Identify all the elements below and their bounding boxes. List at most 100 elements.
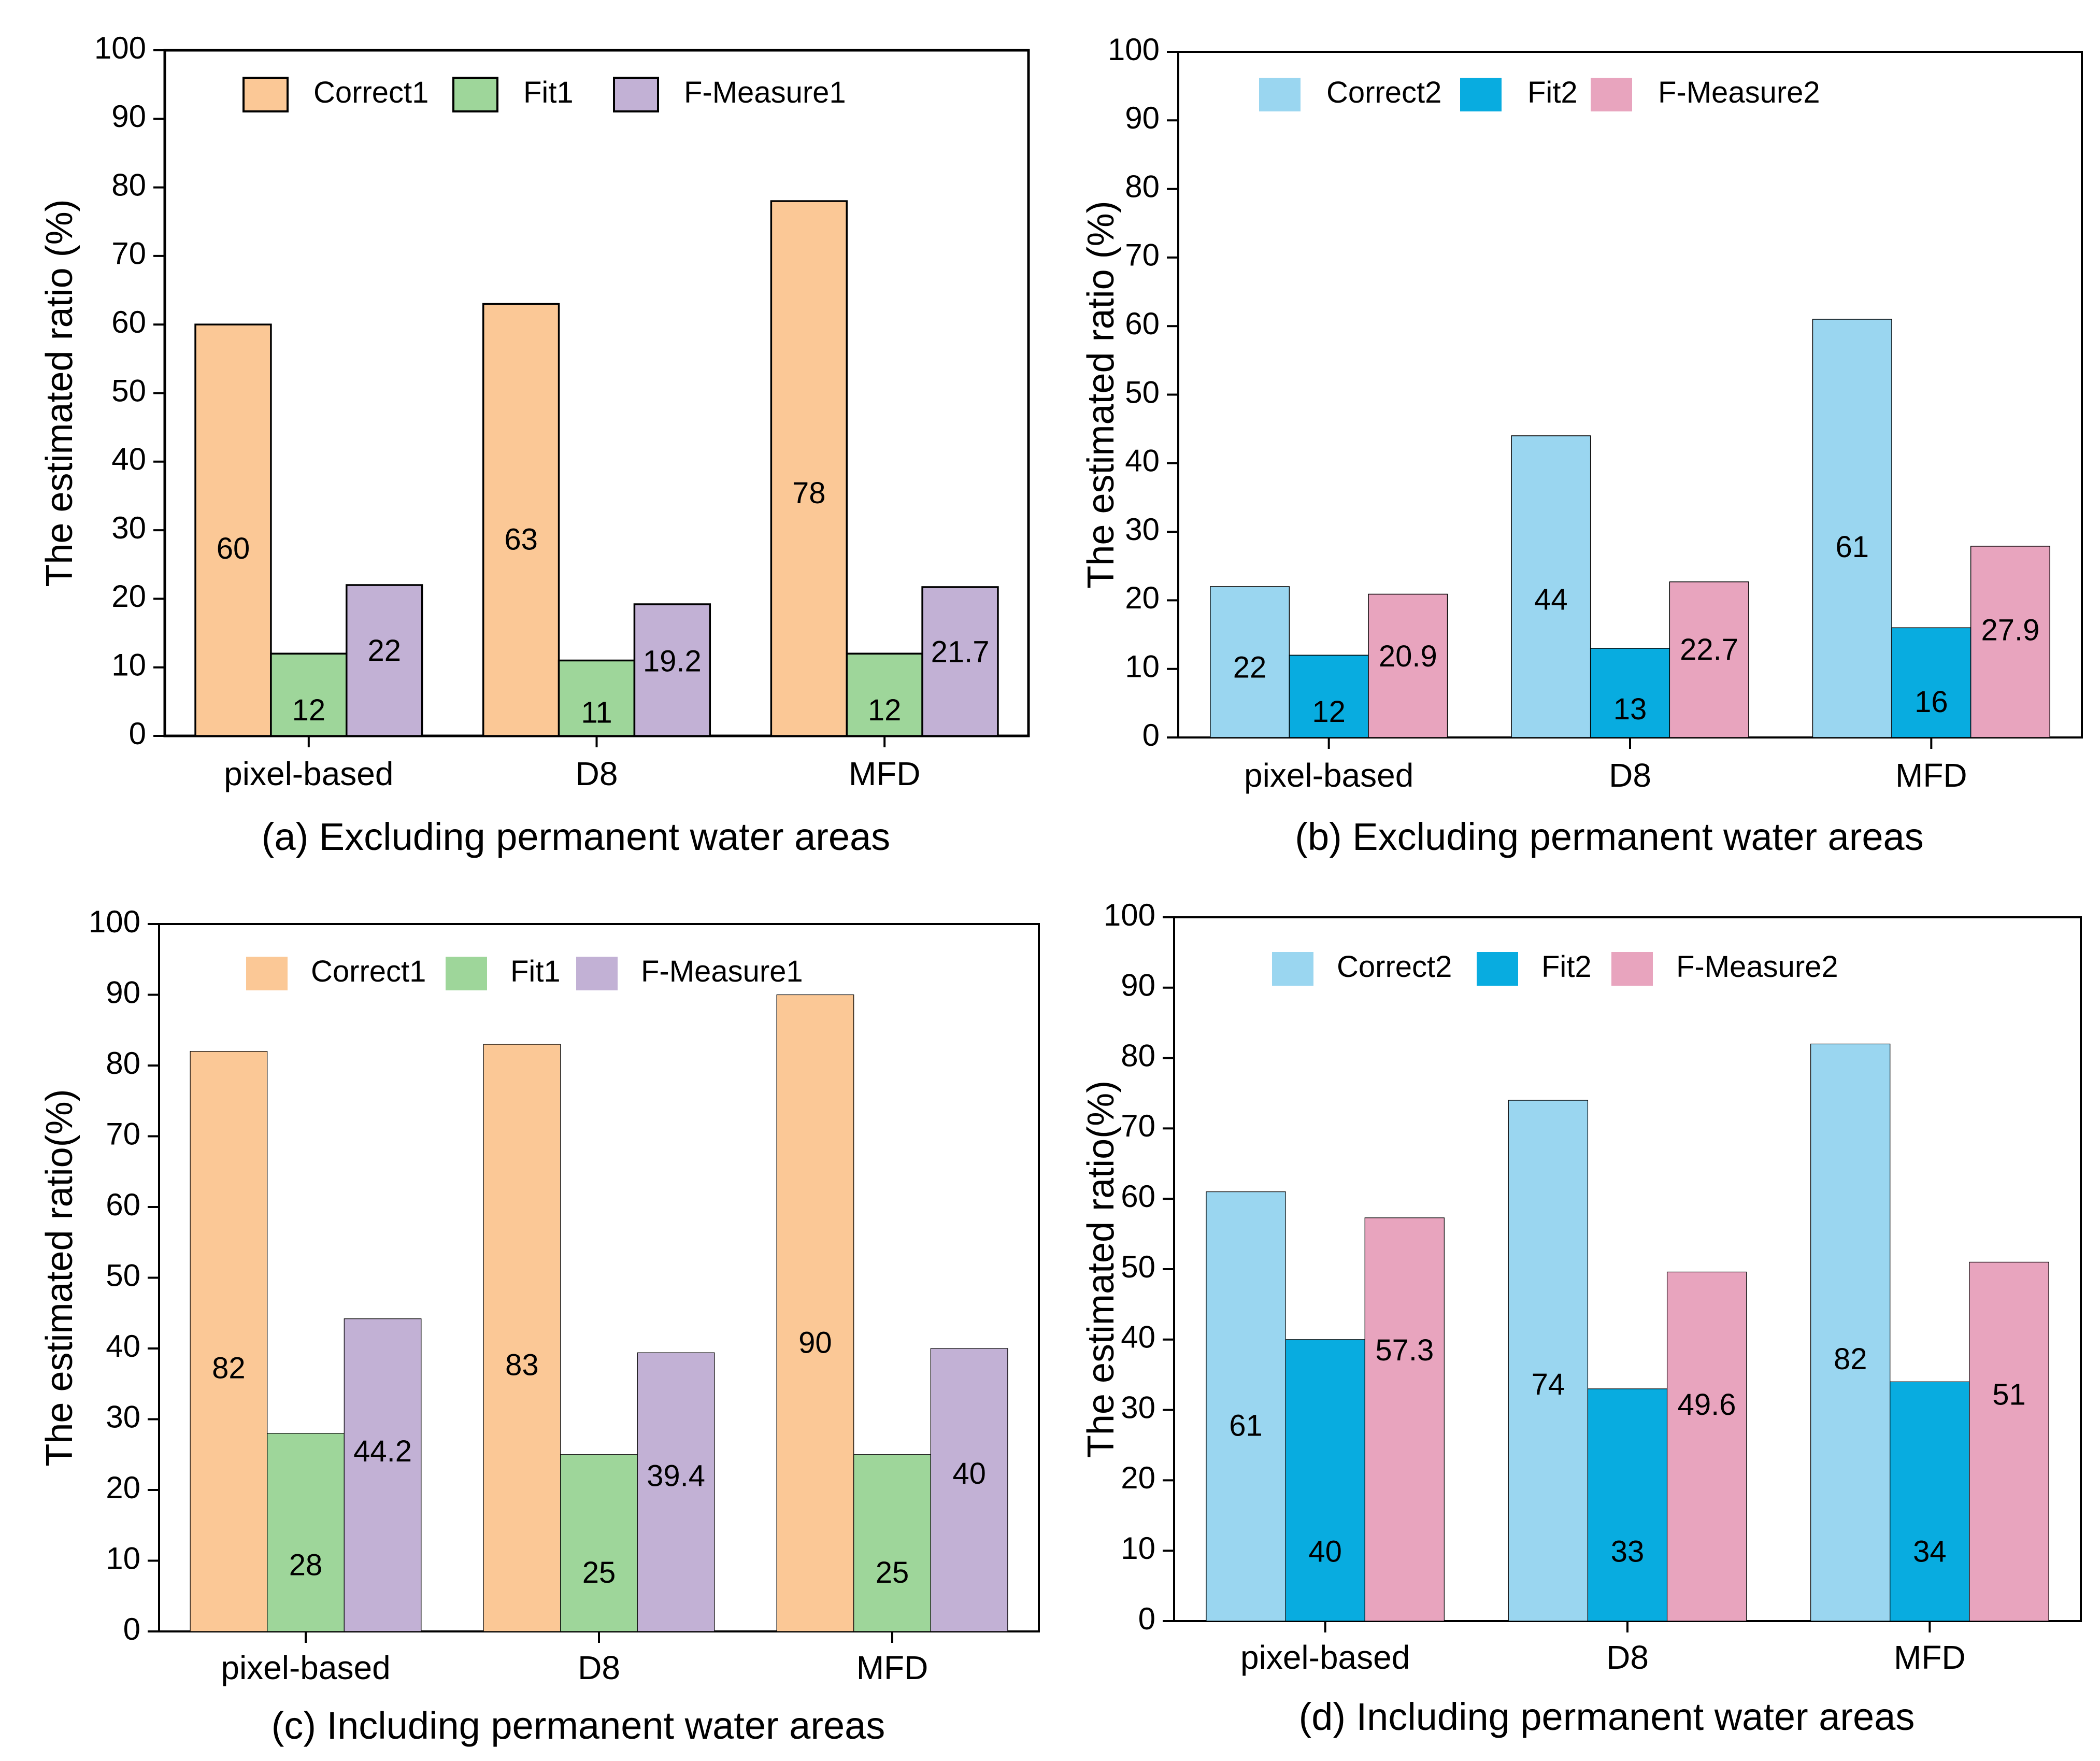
category-label: D8 (578, 1649, 620, 1686)
data-label: 40 (1308, 1535, 1342, 1568)
y-tick-label: 30 (1125, 512, 1160, 547)
y-tick-label: 0 (123, 1612, 140, 1646)
data-label: 57.3 (1375, 1333, 1434, 1367)
bar-f-measure1-d8 (637, 1352, 715, 1632)
legend-swatch (1477, 952, 1518, 986)
category-label: MFD (1894, 1639, 1966, 1676)
category-label: D8 (576, 755, 618, 792)
data-label: 39.4 (647, 1459, 705, 1493)
chart-panel-c: 82 28 44.2 83 25 39.4 90 25 40 pixel-based D8 MFD 0 1… (0, 881, 1052, 1758)
y-tick-label: 100 (94, 31, 146, 65)
y-tick-label: 40 (106, 1329, 140, 1364)
legend-label: Correct1 (313, 76, 428, 109)
legend-swatch (1272, 952, 1313, 986)
y-tick-label: 90 (106, 975, 140, 1010)
data-label: 40 (952, 1457, 986, 1490)
chart-panel-d: 61 40 57.3 74 33 49.6 82 34 51 pixel-based D8 MFD 0 1… (1052, 881, 2100, 1758)
data-label: 74 (1532, 1368, 1565, 1401)
legend-swatch (1259, 78, 1301, 111)
panel-caption: (b) Excluding permanent water areas (1295, 815, 1923, 858)
data-label: 22 (1233, 650, 1267, 684)
legend-swatch (576, 957, 618, 990)
y-tick-label: 100 (89, 904, 140, 939)
bar-fit2-pixel-based (1289, 655, 1369, 738)
data-label: 27.9 (1981, 613, 2039, 647)
y-tick-label: 100 (1108, 32, 1160, 67)
y-tick-label: 100 (1104, 898, 1155, 932)
bar-f-measure2-d8 (1669, 581, 1749, 738)
y-tick-label: 60 (106, 1187, 140, 1222)
chart-a: 60 12 22 63 11 19.2 78 12 21.7 pixel-based D8 MFD 0 1… (39, 31, 1030, 858)
chart-svg-c: 82 28 44.2 83 25 39.4 90 25 40 pixel-based D8 MFD 0 1… (39, 904, 1040, 1747)
legend-swatch (446, 957, 487, 990)
data-label: 60 (217, 532, 250, 565)
bar-correct1-d8 (482, 303, 560, 737)
bars: 60 12 22 63 11 19.2 78 12 21.7 (194, 200, 999, 737)
category-label: pixel-based (1240, 1639, 1410, 1676)
bar-f-measure1-pixel-based (346, 584, 423, 737)
y-axis-title: The estimated ratio (%) (39, 199, 80, 587)
y-tick-label: 20 (1121, 1460, 1155, 1495)
bar-fit2-d8 (1590, 648, 1670, 738)
y-tick-label: 40 (111, 442, 146, 477)
y-tick-label: 70 (106, 1116, 140, 1151)
data-label: 61 (1229, 1409, 1263, 1443)
chart-svg-b: 22 12 20.9 44 13 22.7 61 16 27.9 pixel-based D8 MFD… (1080, 32, 2083, 858)
y-tick-label: 30 (106, 1399, 140, 1434)
bar-f-measure1-pixel-based (344, 1318, 422, 1632)
bars: 61 40 57.3 74 33 49.6 82 34 51 (1206, 1043, 2049, 1622)
category-label: D8 (1609, 757, 1651, 794)
legend-label: Fit2 (1541, 950, 1592, 984)
bar-correct1-pixel-based (190, 1051, 268, 1632)
legend: Correct1 Fit1 F-Measure1 (246, 955, 803, 990)
panel-caption: (a) Excluding permanent water areas (262, 815, 890, 858)
chart-b: 22 12 20.9 44 13 22.7 61 16 27.9 pixel-based D8 MFD… (1080, 32, 2083, 858)
bar-correct1-pixel-based (194, 323, 272, 737)
data-label: 16 (1915, 685, 1948, 719)
category-label: pixel-based (224, 755, 393, 792)
bar-fit1-pixel-based (270, 652, 348, 737)
bar-f-measure1-d8 (633, 603, 711, 737)
category-label: MFD (856, 1649, 928, 1686)
bar-fit2-mfd (1891, 627, 1972, 738)
y-tick-label: 0 (129, 716, 146, 751)
y-tick-label: 90 (1125, 101, 1160, 135)
bar-correct2-pixel-based (1206, 1191, 1286, 1622)
y-tick-label: 50 (1125, 375, 1160, 409)
y-axis-title: The estimated ratio(%) (39, 1089, 80, 1466)
y-tick-label: 0 (1142, 718, 1160, 752)
data-label: 25 (876, 1556, 909, 1589)
legend-swatch (242, 77, 289, 112)
legend-label: F-Measure1 (641, 955, 803, 988)
y-tick-label: 70 (111, 236, 146, 271)
y-tick-label: 60 (111, 305, 146, 339)
legend-swatch (1611, 952, 1653, 986)
legend-label: Fit1 (523, 76, 574, 109)
legend: Correct1 Fit1 F-Measure1 (242, 76, 846, 112)
legend-label: Correct2 (1337, 950, 1452, 984)
legend-label: F-Measure2 (1658, 76, 1820, 109)
y-tick-label: 60 (1125, 306, 1160, 341)
bar-correct2-mfd (1812, 319, 1892, 738)
data-label: 61 (1835, 530, 1869, 564)
legend-label: Correct2 (1326, 76, 1441, 109)
legend-swatch (613, 77, 659, 112)
bar-fit2-d8 (1587, 1388, 1668, 1622)
data-label: 12 (1312, 695, 1346, 729)
legend: Correct2 Fit2 F-Measure2 (1259, 76, 1820, 111)
data-label: 11 (581, 695, 612, 729)
legend-label: F-Measure1 (684, 76, 846, 109)
data-label: 83 (505, 1348, 539, 1382)
y-tick-label: 20 (111, 579, 146, 614)
data-label: 90 (798, 1326, 832, 1360)
bar-f-measure2-pixel-based (1364, 1217, 1445, 1622)
chart-c: 82 28 44.2 83 25 39.4 90 25 40 pixel-based D8 MFD 0 1… (39, 904, 1040, 1747)
y-tick-label: 80 (106, 1046, 140, 1081)
y-tick-label: 50 (1121, 1249, 1155, 1284)
legend-label: Fit2 (1527, 76, 1578, 109)
y-tick-label: 70 (1121, 1109, 1155, 1143)
bar-f-measure2-mfd (1970, 546, 2050, 738)
y-tick-label: 70 (1125, 238, 1160, 273)
y-tick-label: 10 (1121, 1531, 1155, 1566)
data-label: 82 (212, 1352, 246, 1385)
